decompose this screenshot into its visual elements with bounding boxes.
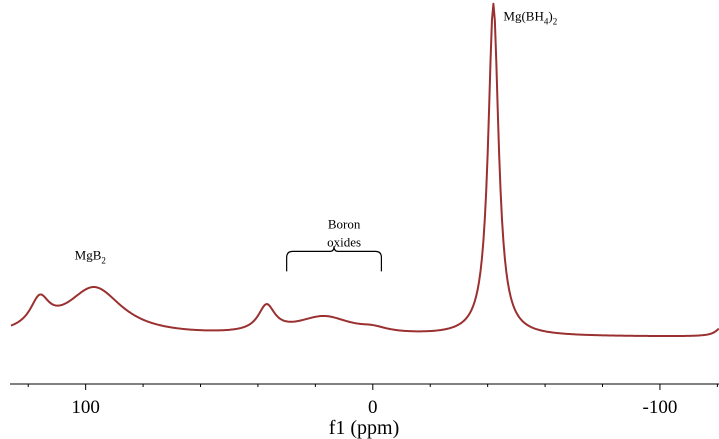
- x-tick-label: 0: [368, 397, 378, 418]
- boron-oxides-label-line: oxides: [327, 234, 361, 249]
- x-axis-title: f1 (ppm): [329, 417, 400, 439]
- spectrum-line: [10, 2, 719, 338]
- boron-oxides-label-line: Boron: [328, 216, 361, 231]
- plot-area: [10, 2, 719, 338]
- boron-oxides-bracket: [286, 246, 383, 272]
- mgb2-label: MgB2: [75, 248, 106, 266]
- x-tick-label: -100: [643, 397, 678, 418]
- x-tick-label: 100: [71, 397, 100, 418]
- mgbh4-label: Mg(BH4)2: [503, 9, 557, 27]
- x-axis-ticks: 4003002001000-100-200-300-400: [27, 384, 718, 418]
- annotations: Mg(BH4)2 MgB2 Boron oxides: [75, 9, 557, 272]
